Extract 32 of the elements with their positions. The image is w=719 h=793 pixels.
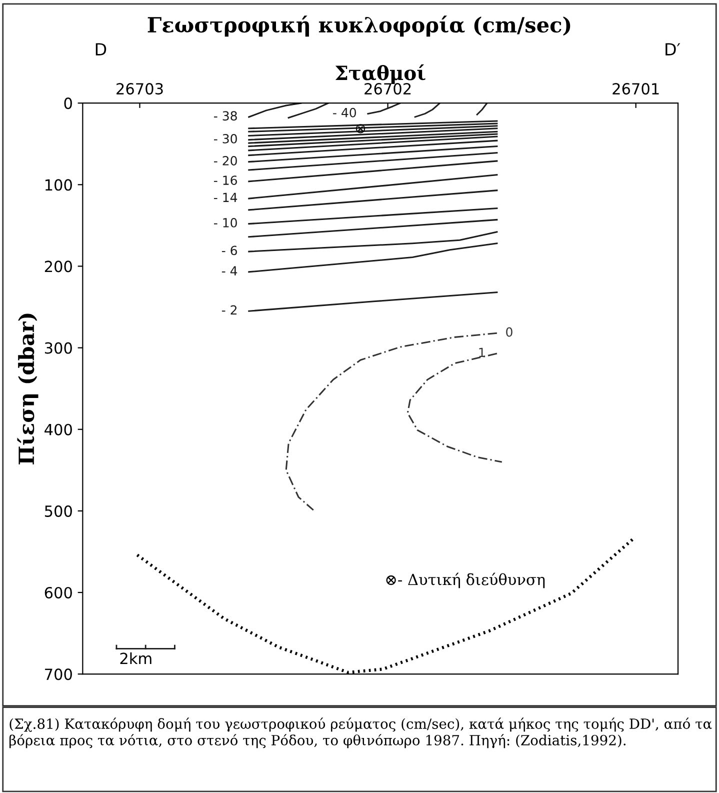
series-label: - 40 <box>333 108 356 118</box>
x-axis-title: Σταθμοί <box>335 64 426 84</box>
series-label: 1 <box>479 348 485 357</box>
x-tick-label: 26703 <box>116 83 163 95</box>
series-label: - 2 <box>222 305 237 315</box>
series-label: - 4 <box>222 266 238 276</box>
series-label: - 38 <box>214 111 237 121</box>
y-tick-label: 300 <box>44 342 72 354</box>
series-label: 0 <box>506 327 512 337</box>
x-tick-label: 26701 <box>612 83 659 95</box>
y-tick-label: 500 <box>44 505 72 517</box>
y-tick-label: 200 <box>44 260 72 272</box>
text: (Σχ.81) Κατακόρυφη δομή του γεωστροφικού ρεύματος (cm/sec), κατά μήκος της τομής DD', από τα βόρεια προς τα νότια, στο στενό της Ρόδου, το φθινόπωρο 1987. Πηγή: (Zodiatis,1992). <box>10 718 712 748</box>
series-label: - 10 <box>214 218 237 228</box>
y-tick-label: 100 <box>45 179 72 191</box>
annotation: ⊗- Δυτική διεύθυνση <box>386 572 545 588</box>
y-axis-title: Πίεση (dbar) <box>17 314 38 464</box>
y-tick-label: 400 <box>44 424 72 436</box>
series-label: - 16 <box>214 176 237 186</box>
series-label: - 20 <box>214 156 237 166</box>
series-label: - 30 <box>214 134 237 144</box>
chart-title: Γεωστροφική κυκλοφορία (cm/sec) <box>148 16 570 37</box>
y-tick-label: 0 <box>64 98 72 110</box>
y-tick-label: 600 <box>44 586 72 599</box>
x-tick-label: 26702 <box>364 83 411 95</box>
text: D <box>96 43 106 56</box>
annotation: 2km <box>120 652 152 664</box>
series-label: - 14 <box>214 192 238 202</box>
y-tick-label: 700 <box>45 668 72 680</box>
series-label: - 6 <box>222 246 237 256</box>
annotation: ⊗ <box>356 124 366 134</box>
text: D′ <box>666 43 680 56</box>
